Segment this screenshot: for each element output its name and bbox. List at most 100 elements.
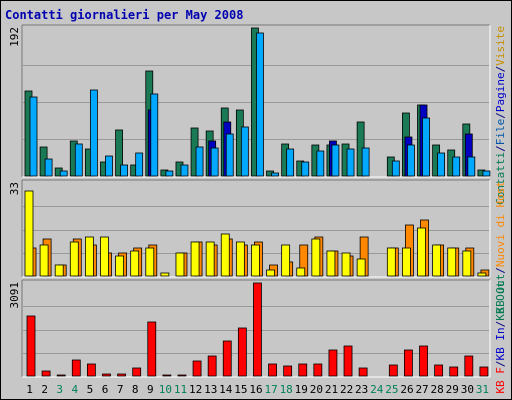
bar-file-day-3 (59, 170, 68, 177)
bar-file-day-4 (74, 143, 83, 177)
bar-file-day-23 (361, 147, 370, 177)
bar-kb-out-day-11 (175, 252, 185, 277)
bar-file-day-27 (422, 117, 430, 177)
x-tick-label-day-29: 29 (446, 383, 459, 396)
series-label-part: / (494, 361, 507, 368)
bar-file-day-7 (120, 164, 128, 177)
x-tick-label-day-8: 8 (132, 383, 139, 396)
bar-kb-out-day-20 (311, 238, 321, 277)
bar-file-day-25 (391, 160, 400, 177)
bar-file-day-2 (44, 158, 53, 177)
x-tick-label-day-21: 21 (325, 383, 338, 396)
bar-file-day-11 (180, 164, 189, 177)
x-tick-label-day-28: 28 (431, 383, 444, 396)
series-label-part: Nuovi di Host (494, 181, 507, 267)
series-label-part: Visite (494, 26, 507, 66)
bar-kb-out-day-5 (84, 236, 94, 277)
x-tick-label-day-24: 24 (370, 383, 384, 396)
bar-kb-f-day-5 (86, 363, 96, 377)
x-tick-label-day-22: 22 (340, 383, 353, 396)
x-tick-label-day-11: 11 (174, 383, 187, 396)
bar-kb-out-day-1 (24, 190, 34, 277)
bar-kb-out-day-27 (417, 227, 426, 277)
bar-kb-out-day-29 (447, 247, 457, 277)
bar-kb-f-day-17 (268, 363, 277, 377)
panel-middle: 33 KB Out/Nuovi di Host (8, 179, 507, 313)
bar-file-day-30 (467, 156, 476, 177)
bar-kb-f-day-23 (358, 367, 368, 377)
panel-series-label: KB Out/Nuovi di Host (494, 181, 507, 313)
bar-file-day-9 (150, 93, 159, 177)
x-tick-label-day-18: 18 (280, 383, 293, 396)
x-tick-label-day-12: 12 (189, 383, 202, 396)
bar-kb-f-day-30 (464, 355, 474, 377)
bar-kb-f-day-11 (177, 374, 187, 377)
bar-file-day-18 (286, 148, 295, 177)
x-tick-label-day-31: 31 (476, 383, 489, 396)
x-tick-label-day-15: 15 (234, 383, 247, 396)
bar-file-day-19 (301, 161, 310, 177)
bar-kb-f-day-14 (222, 340, 232, 377)
series-label-part: File (494, 119, 507, 146)
x-tick-label-day-20: 20 (310, 383, 323, 396)
bar-file-day-20 (316, 150, 325, 177)
bar-kb-out-day-7 (115, 255, 124, 277)
bar-kb-out-day-16 (251, 244, 260, 277)
bar-kb-f-day-7 (117, 373, 126, 377)
x-tick-label-day-6: 6 (102, 383, 109, 396)
bar-kb-out-day-14 (220, 233, 230, 277)
x-tick-label-day-16: 16 (249, 383, 262, 396)
x-tick-label-day-13: 13 (204, 383, 217, 396)
x-tick-label-day-7: 7 (117, 383, 124, 396)
bar-kb-f-day-31 (479, 366, 489, 377)
panel-max-label: 192 (8, 27, 21, 47)
bar-kb-out-day-10 (160, 272, 170, 277)
bar-kb-f-day-8 (132, 367, 142, 377)
series-label-part: / (494, 145, 507, 152)
series-label-part: / (494, 66, 507, 73)
bar-kb-f-day-28 (434, 364, 444, 377)
x-tick-label-day-25: 25 (385, 383, 398, 396)
bar-file-day-5 (89, 89, 98, 177)
bar-kb-f-day-19 (298, 363, 308, 377)
series-label-part: / (494, 321, 507, 328)
bar-contatti-day-7 (115, 129, 123, 177)
x-tick-label-day-17: 17 (264, 383, 277, 396)
bar-file-day-6 (105, 155, 113, 177)
bar-kb-out-day-18 (281, 244, 291, 277)
bar-kb-f-day-18 (283, 365, 293, 377)
bar-kb-f-day-25 (388, 364, 398, 377)
x-tick-label-day-10: 10 (159, 383, 172, 396)
bar-file-day-13 (210, 147, 219, 177)
bar-kb-out-day-22 (341, 252, 351, 277)
bar-file-day-1 (29, 96, 38, 177)
bar-kb-f-day-29 (449, 366, 459, 377)
bar-kb-f-day-27 (419, 345, 428, 377)
series-label-part: Pagine (494, 72, 507, 112)
series-label-part: / (494, 267, 507, 274)
panel-series-label: KB F/KB In/KB Out (494, 281, 507, 394)
bar-file-day-28 (437, 152, 446, 177)
chart-title: Contatti giornalieri per May 2008 (5, 8, 244, 22)
bar-kb-out-day-23 (356, 258, 366, 277)
series-label-part: KB F (494, 367, 507, 394)
bar-kb-out-day-25 (386, 247, 396, 277)
bar-kb-f-day-9 (147, 321, 157, 377)
bar-kb-out-day-19 (296, 267, 306, 277)
bar-kb-out-day-2 (39, 244, 49, 277)
x-tick-label-day-19: 19 (295, 383, 308, 396)
bar-file-day-31 (482, 170, 491, 177)
bar-kb-out-day-3 (54, 264, 64, 277)
x-tick-label-day-2: 2 (41, 383, 48, 396)
x-tick-label-day-14: 14 (219, 383, 233, 396)
bar-kb-f-day-10 (162, 374, 172, 377)
x-tick-label-day-1: 1 (26, 383, 33, 396)
bar-file-day-22 (346, 148, 355, 177)
bar-file-day-17 (271, 172, 279, 177)
x-tick-label-day-26: 26 (400, 383, 413, 396)
bar-kb-out-day-13 (205, 241, 215, 277)
bar-file-day-10 (165, 170, 174, 177)
x-tick-label-day-27: 27 (415, 383, 428, 396)
